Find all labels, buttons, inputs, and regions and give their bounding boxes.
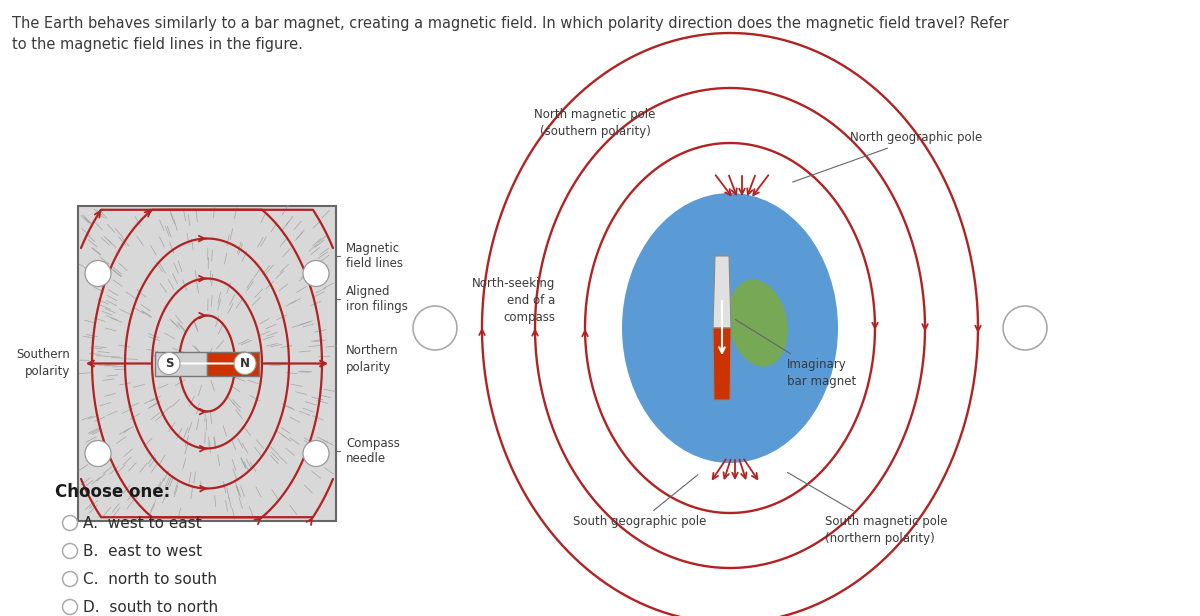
Circle shape [85,440,112,466]
Polygon shape [713,328,731,400]
Text: Magnetic
field lines: Magnetic field lines [336,242,403,270]
Text: South magnetic pole
(northern polarity): South magnetic pole (northern polarity) [787,472,948,545]
Text: S: S [164,357,173,370]
Text: North geographic pole: North geographic pole [793,131,983,182]
Circle shape [302,440,329,466]
Text: Imaginary
bar magnet: Imaginary bar magnet [736,320,857,388]
Circle shape [62,543,78,559]
Bar [78,206,336,521]
Ellipse shape [728,280,788,367]
Text: Choose one:: Choose one: [55,483,170,501]
Polygon shape [713,256,731,328]
Text: C.  north to south: C. north to south [83,572,217,586]
Text: Aligned
iron filings: Aligned iron filings [336,285,408,313]
Circle shape [158,352,180,375]
Text: N: N [240,357,250,370]
Ellipse shape [622,193,838,463]
Text: North-seeking
end of a
compass: North-seeking end of a compass [472,277,554,323]
Circle shape [302,261,329,286]
Text: The Earth behaves similarly to a bar magnet, creating a magnetic field. In which: The Earth behaves similarly to a bar mag… [12,16,1009,52]
Text: Northern
polarity: Northern polarity [346,344,398,373]
Circle shape [413,306,457,350]
Bar [155,352,208,376]
Circle shape [234,352,256,375]
Text: D.  south to north: D. south to north [83,599,218,615]
Text: South geographic pole: South geographic pole [574,475,707,528]
Circle shape [62,599,78,615]
Text: North magnetic pole
(southern polarity): North magnetic pole (southern polarity) [534,108,655,138]
Circle shape [62,516,78,530]
Text: A.  west to east: A. west to east [83,516,202,530]
Circle shape [85,261,112,286]
Text: Southern
polarity: Southern polarity [17,349,70,378]
Text: B.  east to west: B. east to west [83,543,202,559]
Circle shape [62,572,78,586]
Bar [208,352,259,376]
Text: Compass
needle: Compass needle [336,437,400,465]
Circle shape [1003,306,1046,350]
